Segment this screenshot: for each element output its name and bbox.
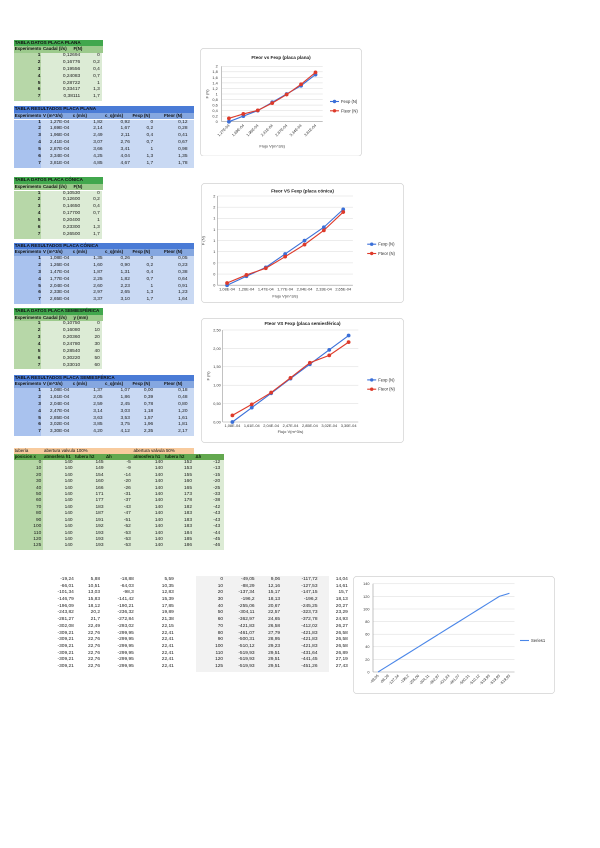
- svg-text:-519,93: -519,93: [499, 673, 511, 685]
- svg-text:Fexp (N): Fexp (N): [341, 99, 358, 104]
- svg-text:60: 60: [365, 632, 369, 636]
- svg-text:Fteor VS Fexp (placa cónica): Fteor VS Fexp (placa cónica): [271, 188, 334, 193]
- svg-text:1,08E-04: 1,08E-04: [224, 423, 241, 428]
- svg-text:2: 2: [215, 64, 217, 68]
- svg-text:1: 1: [213, 228, 215, 232]
- svg-text:-137,34: -137,34: [388, 673, 400, 685]
- svg-text:-362,97: -362,97: [428, 673, 440, 685]
- svg-text:0: 0: [213, 261, 215, 265]
- svg-text:-304,11: -304,11: [419, 673, 431, 685]
- svg-text:-519,93: -519,93: [489, 673, 501, 685]
- svg-text:F (N): F (N): [204, 88, 209, 98]
- svg-text:Fteor (N): Fteor (N): [341, 108, 358, 113]
- svg-text:0,8: 0,8: [212, 97, 217, 101]
- svg-text:2: 2: [213, 194, 215, 198]
- svg-text:100: 100: [363, 607, 369, 611]
- svg-text:0: 0: [215, 120, 217, 124]
- svg-text:F (N): F (N): [201, 235, 205, 245]
- svg-text:80: 80: [365, 620, 369, 624]
- svg-text:Series1: Series1: [531, 638, 546, 643]
- svg-text:F (N): F (N): [206, 371, 211, 381]
- svg-text:1,26E-04: 1,26E-04: [239, 286, 256, 291]
- svg-text:Fexp (N): Fexp (N): [378, 377, 395, 382]
- svg-text:Fexp (N): Fexp (N): [378, 242, 395, 247]
- svg-text:-49,05: -49,05: [369, 673, 379, 683]
- svg-text:Flujo V(m^3/s): Flujo V(m^3/s): [272, 294, 298, 299]
- svg-text:2,65E-04: 2,65E-04: [335, 286, 352, 291]
- svg-text:1,4: 1,4: [212, 81, 217, 85]
- svg-text:3,02E-04: 3,02E-04: [321, 423, 338, 428]
- svg-text:-510,12: -510,12: [469, 673, 481, 685]
- svg-text:0,6: 0,6: [212, 103, 217, 107]
- svg-text:-519,93: -519,93: [479, 673, 491, 685]
- svg-text:-421,83: -421,83: [439, 673, 451, 685]
- svg-text:1,8: 1,8: [212, 70, 217, 74]
- svg-text:0,50: 0,50: [213, 402, 220, 406]
- svg-text:-255,06: -255,06: [408, 673, 420, 685]
- svg-text:Fteor VS Fexp (placa semiesfér: Fteor VS Fexp (placa semiesférica): [264, 321, 341, 326]
- svg-text:0: 0: [213, 284, 215, 288]
- svg-text:Flujo V(m^3/s): Flujo V(m^3/s): [259, 143, 285, 148]
- svg-text:0,2: 0,2: [212, 114, 217, 118]
- svg-text:Fteor (N): Fteor (N): [378, 251, 395, 256]
- svg-text:0,4: 0,4: [212, 109, 217, 113]
- svg-text:2: 2: [213, 206, 215, 210]
- svg-text:2,00: 2,00: [213, 347, 220, 351]
- svg-text:-500,31: -500,31: [459, 673, 471, 685]
- svg-text:120: 120: [363, 594, 369, 598]
- svg-text:2,50: 2,50: [213, 328, 220, 332]
- svg-text:0,00: 0,00: [213, 420, 220, 424]
- svg-text:Fteor (N): Fteor (N): [378, 387, 395, 392]
- svg-text:-461,07: -461,07: [449, 673, 461, 685]
- svg-text:140: 140: [363, 582, 369, 586]
- svg-text:1,6: 1,6: [212, 75, 217, 79]
- svg-text:1,00: 1,00: [213, 384, 220, 388]
- svg-text:2,04E-04: 2,04E-04: [263, 423, 280, 428]
- svg-text:1,77E-04: 1,77E-04: [277, 286, 294, 291]
- svg-text:1: 1: [213, 239, 215, 243]
- svg-text:-88,29: -88,29: [379, 673, 389, 683]
- svg-text:1,08E-04: 1,08E-04: [219, 286, 236, 291]
- svg-text:1,2: 1,2: [212, 86, 217, 90]
- svg-text:1: 1: [213, 217, 215, 221]
- svg-text:Fteor vs Fexp (placa plana): Fteor vs Fexp (placa plana): [251, 54, 311, 59]
- svg-text:2,33E-04: 2,33E-04: [316, 286, 333, 291]
- svg-text:1,61E-04: 1,61E-04: [244, 423, 261, 428]
- svg-text:1,50: 1,50: [213, 365, 220, 369]
- svg-text:2,47E-04: 2,47E-04: [283, 423, 300, 428]
- svg-text:20: 20: [365, 657, 369, 661]
- svg-text:-196,2: -196,2: [400, 673, 410, 683]
- svg-text:1: 1: [215, 92, 217, 96]
- svg-text:2,04E-04: 2,04E-04: [297, 286, 314, 291]
- svg-text:0: 0: [367, 670, 369, 674]
- svg-text:Flujo V(m^3/s): Flujo V(m^3/s): [278, 429, 304, 434]
- svg-text:3,30E-04: 3,30E-04: [341, 423, 358, 428]
- svg-text:40: 40: [365, 645, 369, 649]
- svg-text:1: 1: [213, 250, 215, 254]
- svg-text:2,85E-04: 2,85E-04: [302, 423, 319, 428]
- svg-text:0: 0: [213, 272, 215, 276]
- svg-text:1,47E-04: 1,47E-04: [258, 286, 275, 291]
